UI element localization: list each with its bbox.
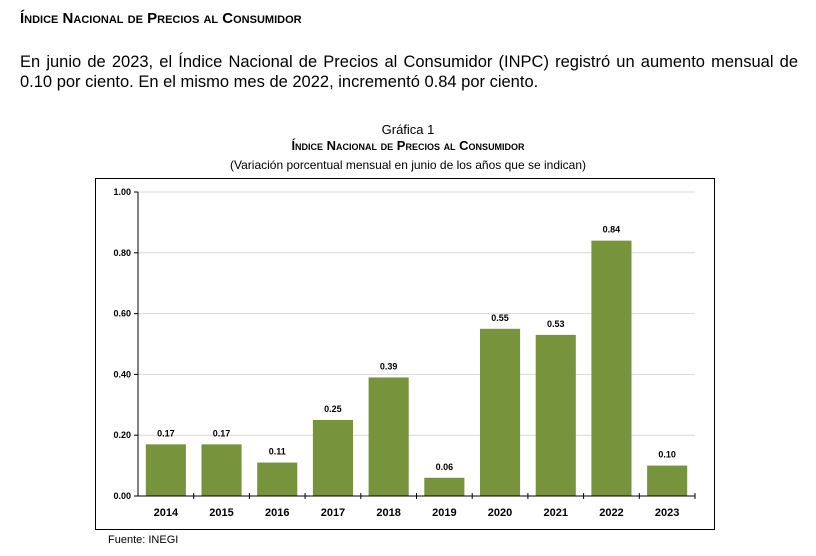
data-label: 0.06	[436, 462, 454, 472]
bar-2017	[312, 420, 354, 496]
x-tick-label: 2019	[432, 507, 456, 519]
x-tick-label: 2017	[321, 507, 345, 519]
chart-title: Índice Nacional de Precios al Consumidor	[291, 138, 525, 153]
bar-2016	[257, 462, 298, 496]
x-tick-label: 2014	[154, 507, 179, 519]
data-label: 0.17	[157, 428, 175, 438]
data-label: 0.84	[603, 225, 621, 235]
data-label: 0.10	[658, 450, 676, 460]
chart-subtitle: (Variación porcentual mensual en junio d…	[230, 158, 586, 172]
y-tick-label: 0.40	[113, 369, 131, 379]
y-tick-label: 0.60	[113, 309, 131, 319]
x-tick-label: 2018	[376, 507, 400, 519]
summary-paragraph: En junio de 2023, el Índice Nacional de …	[20, 53, 798, 91]
x-tick-label: 2021	[544, 507, 568, 519]
x-tick-label: 2023	[655, 507, 679, 519]
y-tick-label: 1.00	[113, 187, 131, 197]
bar-2018	[368, 377, 409, 496]
bar-2014	[145, 444, 186, 496]
y-tick-label: 0.00	[113, 491, 131, 501]
x-tick-label: 2016	[265, 507, 289, 519]
x-tick-label: 2022	[599, 507, 623, 519]
x-tick-label: 2020	[488, 507, 512, 519]
data-label: 0.25	[324, 404, 342, 414]
bar-2019	[424, 477, 465, 496]
bar-2020	[479, 328, 521, 496]
chart-label: Gráfica 1	[381, 122, 435, 137]
section-heading: Índice Nacional de Precios al Consumidor	[20, 10, 302, 27]
y-tick-label: 0.20	[113, 430, 131, 440]
x-tick-label: 2015	[209, 507, 233, 519]
data-label: 0.55	[491, 313, 509, 323]
y-tick-label: 0.80	[113, 248, 131, 258]
bar-2022	[591, 240, 632, 496]
data-label: 0.39	[380, 361, 398, 371]
data-label: 0.53	[547, 319, 565, 329]
bar-2021	[535, 334, 576, 496]
source-note: Fuente: INEGI	[108, 534, 179, 546]
bar-2023	[647, 465, 688, 496]
data-label: 0.11	[269, 447, 286, 457]
chart-frame	[95, 178, 715, 530]
data-label: 0.17	[213, 428, 231, 438]
bar-2015	[201, 444, 242, 496]
